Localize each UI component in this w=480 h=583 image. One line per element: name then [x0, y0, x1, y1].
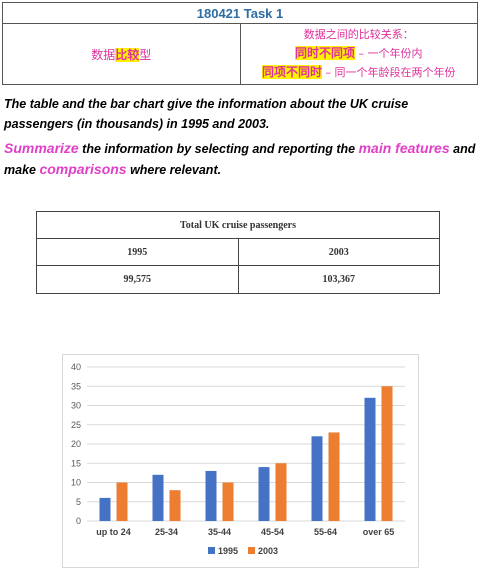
comparison-relations: 数据之间的比较关系： 同时不同项 – 一个年份内 同项不同时 – 同一个年龄段在…	[239, 23, 478, 85]
task-header-table: 180421 Task 1 数据比较型 数据之间的比较关系： 同时不同项 – 一…	[2, 2, 478, 85]
y-tick-label: 5	[76, 497, 81, 507]
instruction-text-b: and make	[4, 142, 476, 177]
y-tick-label: 30	[71, 401, 81, 411]
bar-2003	[275, 463, 287, 521]
table-title: Total UK cruise passengers	[36, 211, 440, 239]
task-instruction: Summarize the information by selecting a…	[4, 138, 476, 180]
x-tick-label: 45-54	[261, 527, 284, 537]
keyword-comparisons: comparisons	[39, 161, 127, 177]
y-tick-label: 0	[76, 516, 81, 526]
bar-1995	[205, 470, 217, 521]
table-value-2003: 103,367	[237, 265, 440, 294]
bar-2003	[222, 482, 234, 521]
y-tick-label: 40	[71, 362, 81, 372]
rule-2-highlight: 同项不同时	[261, 65, 322, 79]
keyword-main-features: main features	[358, 140, 450, 156]
y-tick-label: 25	[71, 420, 81, 430]
legend-swatch-1995	[208, 547, 215, 554]
legend-swatch-2003	[248, 547, 255, 554]
category-highlight: 比较	[115, 47, 140, 62]
relation-rule-2: 同项不同时 – 同一个年龄段在两个年份	[241, 63, 478, 82]
bar-2003	[169, 490, 181, 521]
instruction-text-a: the information by selecting and reporti…	[78, 142, 359, 156]
passengers-table: Total UK cruise passengers 1995 2003 99,…	[36, 211, 440, 294]
x-tick-label: 55-64	[314, 527, 337, 537]
y-tick-label: 15	[71, 458, 81, 468]
keyword-summarize: Summarize	[4, 140, 79, 156]
legend-label-2003: 2003	[258, 546, 278, 556]
rule-1-highlight: 同时不同项	[294, 46, 355, 60]
bar-1995	[99, 497, 111, 521]
bar-2003	[381, 386, 393, 521]
bar-2003	[116, 482, 128, 521]
y-tick-label: 20	[71, 439, 81, 449]
bar-1995	[258, 467, 270, 521]
bar-1995	[311, 436, 323, 521]
bar-chart-svg: 0 5 10 15 20 25 30 35 40 up to 24 25-34 35-44 45-54 5…	[71, 362, 405, 556]
relation-title: 数据之间的比较关系：	[303, 28, 414, 41]
task-title: 180421 Task 1	[2, 2, 478, 24]
x-tick-label: over 65	[363, 527, 395, 537]
category-suffix: 型	[139, 47, 152, 62]
task-category: 数据比较型	[2, 23, 241, 85]
category-prefix: 数据	[91, 47, 116, 62]
bar-1995	[152, 474, 164, 521]
rule-2-desc: – 同一个年龄段在两个年份	[322, 66, 456, 79]
table-value-1995: 99,575	[36, 265, 239, 294]
x-tick-label: up to 24	[96, 527, 131, 537]
bar-chart: 0 5 10 15 20 25 30 35 40 up to 24 25-34 35-44 45-54 5…	[62, 354, 419, 568]
instruction-text-c: where relevant.	[126, 163, 222, 177]
y-tick-label: 35	[71, 381, 81, 391]
table-header-1995: 1995	[36, 238, 239, 266]
relation-rule-1: 同时不同项 – 一个年份内	[241, 44, 478, 63]
x-tick-label: 35-44	[208, 527, 231, 537]
legend-label-1995: 1995	[218, 546, 238, 556]
bar-1995	[364, 397, 376, 521]
x-tick-label: 25-34	[155, 527, 178, 537]
task-prompt: The table and the bar chart give the inf…	[4, 97, 409, 131]
rule-1-desc: – 一个年份内	[355, 47, 423, 60]
bar-2003	[328, 432, 340, 521]
table-header-2003: 2003	[237, 238, 440, 266]
y-tick-label: 10	[71, 478, 81, 488]
